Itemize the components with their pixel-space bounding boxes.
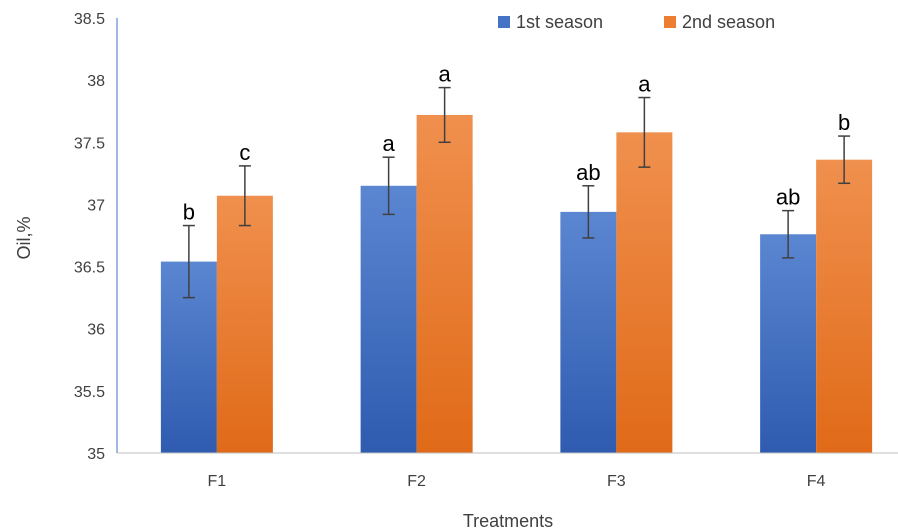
error-bar-f1-series-2 [238,165,251,227]
y-tick-label: 37.5 [74,135,105,152]
x-axis-title: Treatments [463,511,553,531]
significance-label: a [439,62,452,87]
significance-label: a [383,131,396,156]
significance-label: b [183,200,195,225]
legend: 1st season 2nd season [498,12,775,32]
bar-f1-series-2 [216,195,273,453]
y-axis-ticks: 35 35.5 36 36.5 37 37.5 38 38.5 [74,11,105,463]
x-tick-label: F2 [407,473,426,490]
y-axis-title: Oil,% [14,216,34,259]
x-tick-label: F1 [208,473,227,490]
significance-label: c [239,140,250,165]
legend-swatch-1st-season [498,16,510,28]
legend-label-1st-season: 1st season [516,12,603,32]
error-bar-f2-series-1 [382,156,395,216]
y-tick-label: 36 [87,322,105,339]
bar-f4-series-2 [816,159,873,453]
error-bar-f2-series-2 [438,86,451,144]
legend-swatch-2nd-season [664,16,676,28]
error-bar-f4-series-1 [782,209,795,259]
bar-f4-series-1 [760,234,817,453]
y-tick-label: 37 [87,197,105,214]
bars [160,114,873,454]
y-tick-label: 35 [87,446,105,463]
bar-f3-series-2 [616,132,673,454]
x-tick-label: F4 [807,473,826,490]
error-bars [182,86,851,299]
significance-label: a [638,72,651,97]
x-tick-label: F3 [607,473,626,490]
error-bar-f3-series-2 [638,96,651,168]
significance-labels: b c a a ab a ab b [183,62,851,225]
legend-label-2nd-season: 2nd season [682,12,775,32]
significance-label: b [838,110,850,135]
bar-f3-series-1 [560,211,617,453]
bar-f2-series-1 [360,185,417,454]
y-tick-label: 35.5 [74,384,105,401]
significance-label: ab [576,160,600,185]
x-axis-tick-labels: F1 F2 F3 F4 [208,473,826,490]
error-bar-f1-series-1 [182,224,195,299]
bar-f2-series-2 [416,114,473,453]
significance-label: ab [776,185,800,210]
y-tick-label: 36.5 [74,260,105,277]
y-tick-label: 38 [87,73,105,90]
y-tick-label: 38.5 [74,11,105,28]
error-bar-f4-series-2 [838,135,851,185]
error-bar-f3-series-1 [582,185,595,239]
